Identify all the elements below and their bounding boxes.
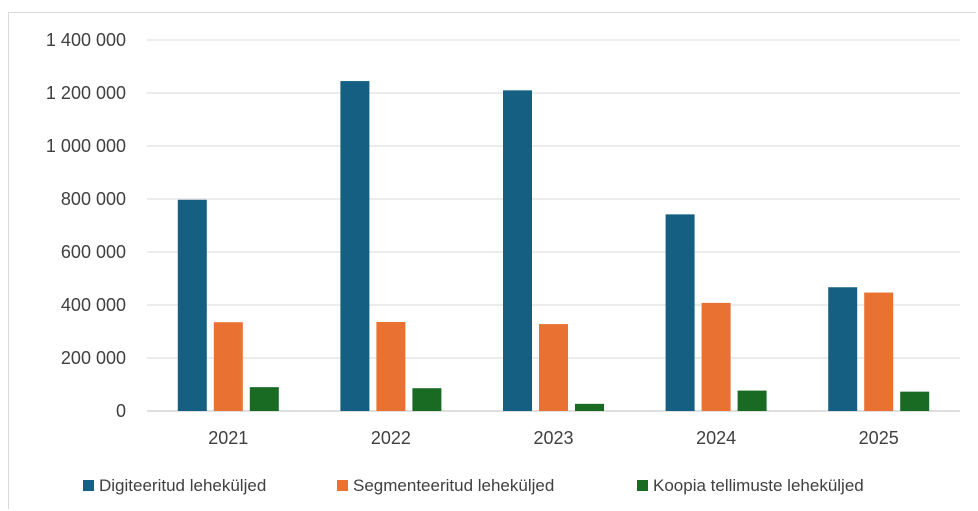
chart-frame xyxy=(8,12,976,509)
legend: Digiteeritud leheküljed Segmenteeritud le… xyxy=(83,476,864,495)
y-tick-label: 600 000 xyxy=(61,242,126,262)
x-tick-label: 2023 xyxy=(533,428,573,448)
y-tick-label: 400 000 xyxy=(61,295,126,315)
y-tick-label: 0 xyxy=(116,401,126,421)
bars xyxy=(177,81,930,411)
bar-2021-series-2 xyxy=(213,322,243,411)
bar-2025-series-1 xyxy=(828,287,858,411)
legend-swatch xyxy=(337,480,348,491)
x-tick-label: 2022 xyxy=(371,428,411,448)
bar-2023-series-3 xyxy=(575,403,604,411)
x-axis: 2021 2022 2023 2024 2025 xyxy=(208,428,898,448)
x-tick-label: 2021 xyxy=(208,428,248,448)
bar-2021-series-1 xyxy=(177,199,207,411)
bar-2024-series-1 xyxy=(665,214,695,411)
legend-swatch xyxy=(637,480,648,491)
y-tick-label: 200 000 xyxy=(61,348,126,368)
y-axis: 0 200 000 400 000 600 000 800 000 1 000 000 1 … xyxy=(46,30,126,421)
x-tick-label: 2024 xyxy=(696,428,736,448)
y-tick-label: 1 000 000 xyxy=(46,136,126,156)
legend-swatch xyxy=(83,480,94,491)
y-tick-label: 1 400 000 xyxy=(46,30,126,50)
bar-2023-series-1 xyxy=(503,90,532,411)
bar-2023-series-2 xyxy=(539,324,568,411)
bar-2024-series-3 xyxy=(737,390,767,411)
bar-2025-series-2 xyxy=(864,292,894,411)
y-tick-label: 800 000 xyxy=(61,189,126,209)
legend-label: Koopia tellimuste leheküljed xyxy=(653,476,864,495)
legend-label: Digiteeritud leheküljed xyxy=(99,476,266,495)
bar-2021-series-3 xyxy=(249,387,279,411)
bar-2024-series-2 xyxy=(701,302,731,411)
x-tick-label: 2025 xyxy=(859,428,899,448)
legend-label: Segmenteeritud leheküljed xyxy=(353,476,554,495)
bar-2022-series-3 xyxy=(412,388,442,411)
bar-2022-series-1 xyxy=(340,81,370,411)
bar-2022-series-2 xyxy=(376,321,406,411)
bar-2025-series-3 xyxy=(900,391,930,411)
y-tick-label: 1 200 000 xyxy=(46,83,126,103)
